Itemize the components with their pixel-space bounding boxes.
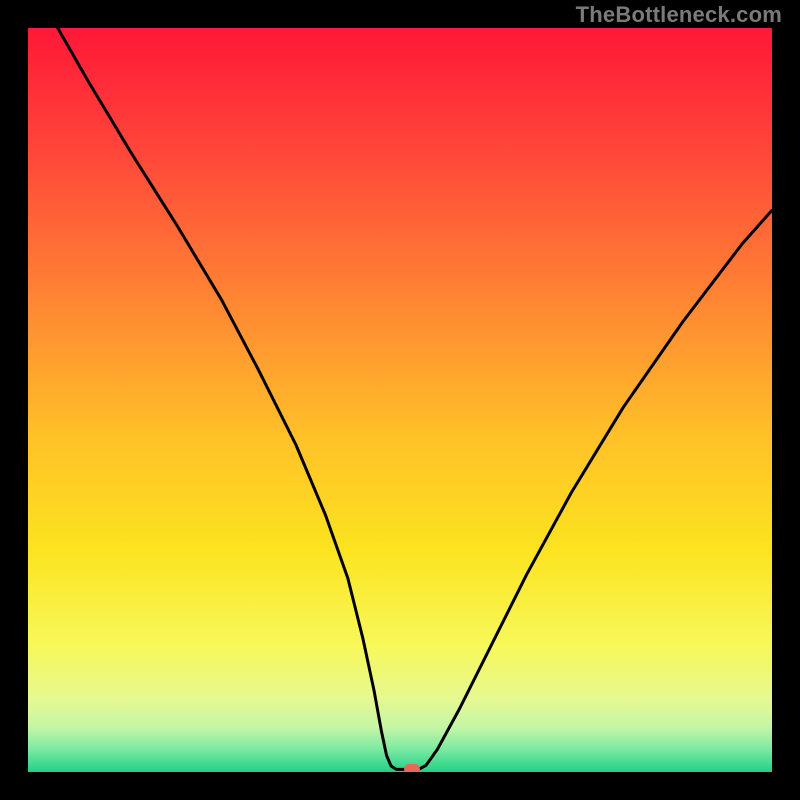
chart-container: TheBottleneck.com [0, 0, 800, 800]
bottleneck-curve [58, 28, 772, 769]
plot-area [28, 28, 772, 772]
optimum-marker [404, 764, 420, 772]
curve-svg [28, 28, 772, 772]
watermark-text: TheBottleneck.com [576, 2, 782, 28]
